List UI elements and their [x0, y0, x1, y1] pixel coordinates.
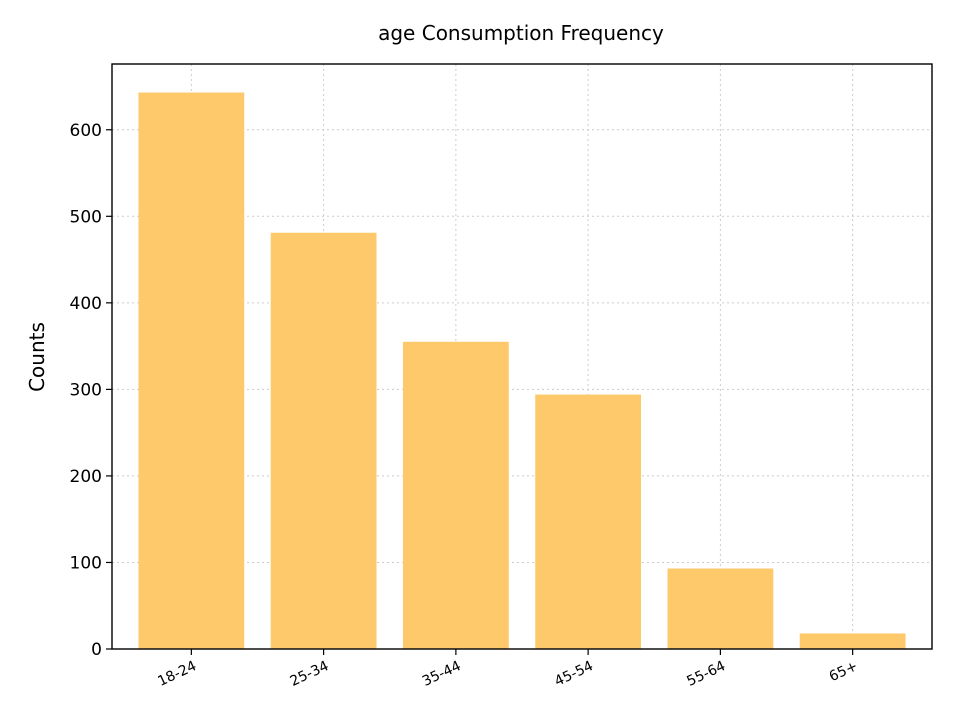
y-tick-label: 100 — [70, 553, 102, 573]
bar-65+ — [799, 633, 906, 649]
y-tick-label: 0 — [91, 640, 102, 660]
x-tick-label: 25-34 — [288, 658, 332, 690]
y-tick-label: 600 — [70, 121, 102, 141]
y-tick-label: 400 — [70, 294, 102, 314]
bar-55-64 — [667, 568, 774, 649]
y-tick-label: 500 — [70, 207, 102, 227]
bar-45-54 — [535, 394, 642, 649]
x-tick-label: 45-54 — [552, 658, 596, 690]
bar-35-44 — [402, 341, 509, 649]
y-axis-label: Counts — [25, 322, 49, 392]
x-tick-label: 55-64 — [684, 658, 728, 690]
x-tick-label: 18-24 — [155, 658, 199, 690]
bars — [138, 92, 906, 650]
y-tick-label: 300 — [70, 380, 102, 400]
grid-lines — [112, 64, 932, 650]
x-tick-label: 65+ — [827, 658, 861, 685]
chart-title: age Consumption Frequency — [378, 21, 664, 45]
x-tick-label: 35-44 — [420, 658, 464, 690]
plot-area — [111, 63, 933, 650]
bar-25-34 — [270, 232, 377, 649]
bar-18-24 — [138, 92, 245, 650]
y-tick-label: 200 — [70, 467, 102, 487]
